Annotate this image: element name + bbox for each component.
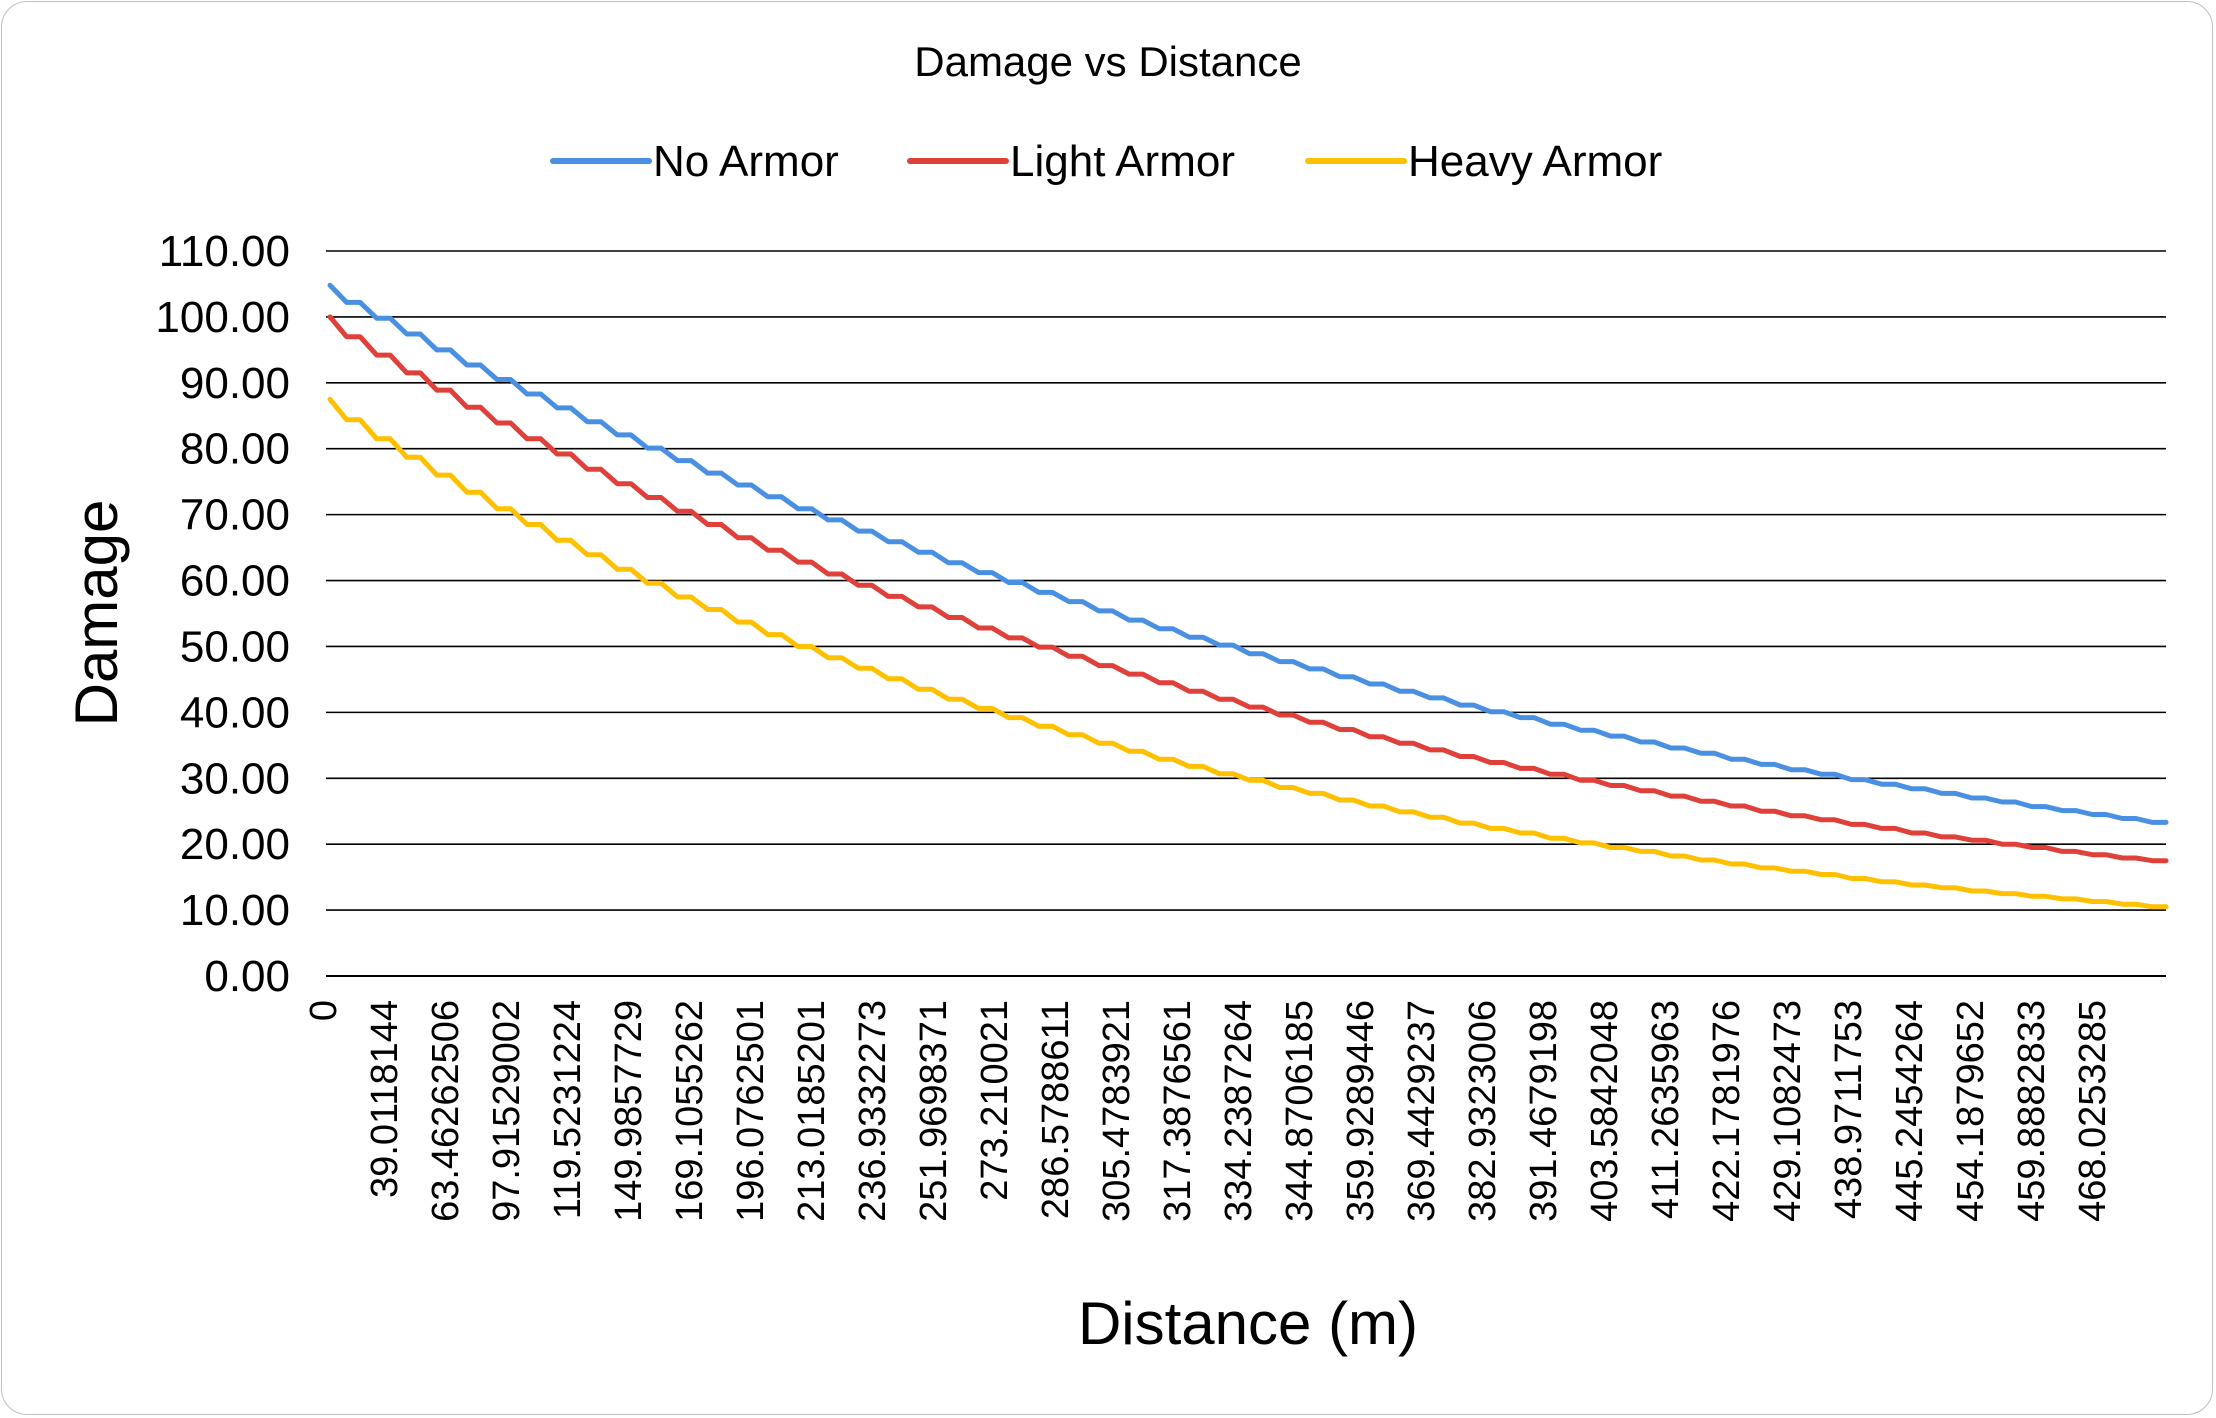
y-tick-label: 20.00 [180, 820, 290, 869]
series-lines [327, 282, 2169, 910]
x-tick-label: 459.8882833 [2011, 1000, 2053, 1222]
x-tick-label: 273.210021 [974, 1000, 1016, 1201]
y-tick-label: 100.00 [155, 293, 290, 342]
x-tick-label: 454.1879652 [1950, 1000, 1992, 1222]
x-tick-label: 286.5788611 [1035, 1000, 1077, 1219]
y-tick-label: 30.00 [180, 754, 290, 803]
y-tick-label: 110.00 [159, 227, 290, 276]
x-axis-ticks: 0 39.0118144 63.46262506 97.91529002 119.523… [303, 1000, 2114, 1222]
x-tick-label: 119.5231224 [547, 1000, 589, 1219]
y-tick-label: 90.00 [180, 359, 290, 408]
chart-title: Damage vs Distance [914, 38, 1302, 85]
y-tick-label: 0.00 [204, 952, 290, 1001]
y-tick-label: 60.00 [180, 557, 290, 606]
x-tick-label: 0 [303, 1000, 345, 1021]
legend-label: Light Armor [1010, 137, 1235, 186]
x-tick-label: 411.2635963 [1645, 1000, 1687, 1219]
x-axis-title: Distance (m) [1078, 1290, 1418, 1357]
x-tick-label: 382.9323006 [1462, 1000, 1504, 1222]
x-tick-label: 359.9289446 [1340, 1000, 1382, 1222]
x-tick-label: 317.3876561 [1157, 1000, 1199, 1222]
legend-label: Heavy Armor [1408, 137, 1662, 186]
series-line-no-armor [327, 282, 2169, 825]
x-tick-label: 391.4679198 [1523, 1000, 1565, 1222]
x-tick-label: 369.4429237 [1401, 1000, 1443, 1222]
x-tick-label: 63.46262506 [425, 1000, 467, 1222]
x-tick-label: 429.1082473 [1767, 1000, 1809, 1222]
x-tick-label: 39.0118144 [364, 1000, 406, 1198]
x-tick-label: 251.9698371 [913, 1000, 955, 1222]
x-tick-label: 149.9857729 [608, 1000, 650, 1222]
y-tick-label: 70.00 [180, 491, 290, 540]
x-tick-label: 403.5842048 [1584, 1000, 1626, 1222]
x-tick-label: 196.0762501 [730, 1000, 772, 1222]
y-axis-ticks: 0.00 10.00 20.00 30.00 40.00 50.00 60.00 70.00 8… [155, 227, 290, 1001]
y-tick-label: 40.00 [180, 688, 290, 737]
y-tick-label: 10.00 [180, 886, 290, 935]
series-line-heavy-armor [327, 396, 2169, 910]
x-tick-label: 305.4783921 [1096, 1000, 1138, 1222]
x-tick-label: 445.2454264 [1889, 1000, 1931, 1222]
x-tick-label: 236.9332273 [852, 1000, 894, 1222]
x-tick-label: 213.0185201 [791, 1000, 833, 1222]
x-tick-label: 468.0253285 [2072, 1000, 2114, 1222]
x-tick-label: 438.9711753 [1828, 1000, 1870, 1219]
y-tick-label: 80.00 [180, 425, 290, 474]
x-tick-label: 169.1055262 [669, 1000, 711, 1222]
chart-legend: No Armor Light Armor Heavy Armor [550, 137, 1662, 186]
x-tick-label: 422.1781976 [1706, 1000, 1748, 1222]
gridlines [326, 250, 2166, 911]
x-tick-label: 344.8706185 [1279, 1000, 1321, 1222]
x-tick-label: 97.91529002 [486, 1000, 528, 1222]
series-line-light-armor [327, 314, 2169, 864]
legend-label: No Armor [653, 137, 839, 186]
y-tick-label: 50.00 [180, 622, 290, 671]
y-axis-title: Damage [63, 500, 130, 727]
x-tick-label: 334.2387264 [1218, 1000, 1260, 1222]
